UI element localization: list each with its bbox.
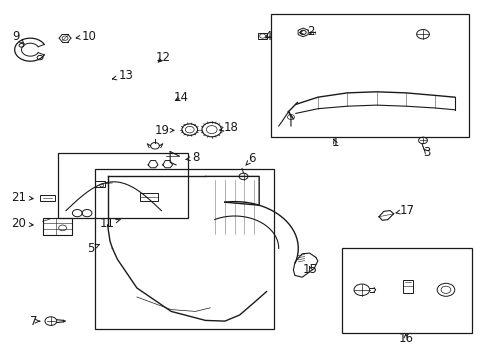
Text: 15: 15 bbox=[303, 263, 317, 276]
Text: 17: 17 bbox=[395, 204, 413, 217]
Text: 18: 18 bbox=[219, 121, 238, 134]
Text: 10: 10 bbox=[76, 30, 97, 42]
Text: 20: 20 bbox=[11, 217, 33, 230]
Bar bbox=[40, 195, 55, 201]
Text: 3: 3 bbox=[422, 146, 430, 159]
Text: 13: 13 bbox=[112, 69, 133, 82]
Text: 16: 16 bbox=[398, 332, 412, 345]
Text: 11: 11 bbox=[100, 217, 120, 230]
Text: 12: 12 bbox=[155, 51, 170, 64]
Text: 8: 8 bbox=[185, 151, 199, 164]
Bar bbox=[95, 181, 105, 187]
Bar bbox=[42, 218, 72, 235]
Text: 2: 2 bbox=[299, 25, 314, 38]
Bar bbox=[95, 169, 273, 329]
Text: 1: 1 bbox=[330, 136, 338, 149]
Text: 9: 9 bbox=[12, 30, 24, 44]
Bar bbox=[140, 193, 158, 201]
Bar bbox=[58, 153, 188, 218]
Text: 19: 19 bbox=[155, 124, 174, 137]
Text: 7: 7 bbox=[29, 315, 40, 328]
Text: 21: 21 bbox=[11, 191, 33, 204]
Bar bbox=[403, 280, 412, 293]
Text: 6: 6 bbox=[245, 152, 256, 165]
Bar bbox=[342, 248, 471, 333]
Text: 14: 14 bbox=[174, 91, 188, 104]
Bar bbox=[258, 33, 266, 39]
Text: 5: 5 bbox=[86, 242, 100, 255]
Text: 4: 4 bbox=[264, 30, 271, 42]
Bar bbox=[271, 14, 468, 137]
